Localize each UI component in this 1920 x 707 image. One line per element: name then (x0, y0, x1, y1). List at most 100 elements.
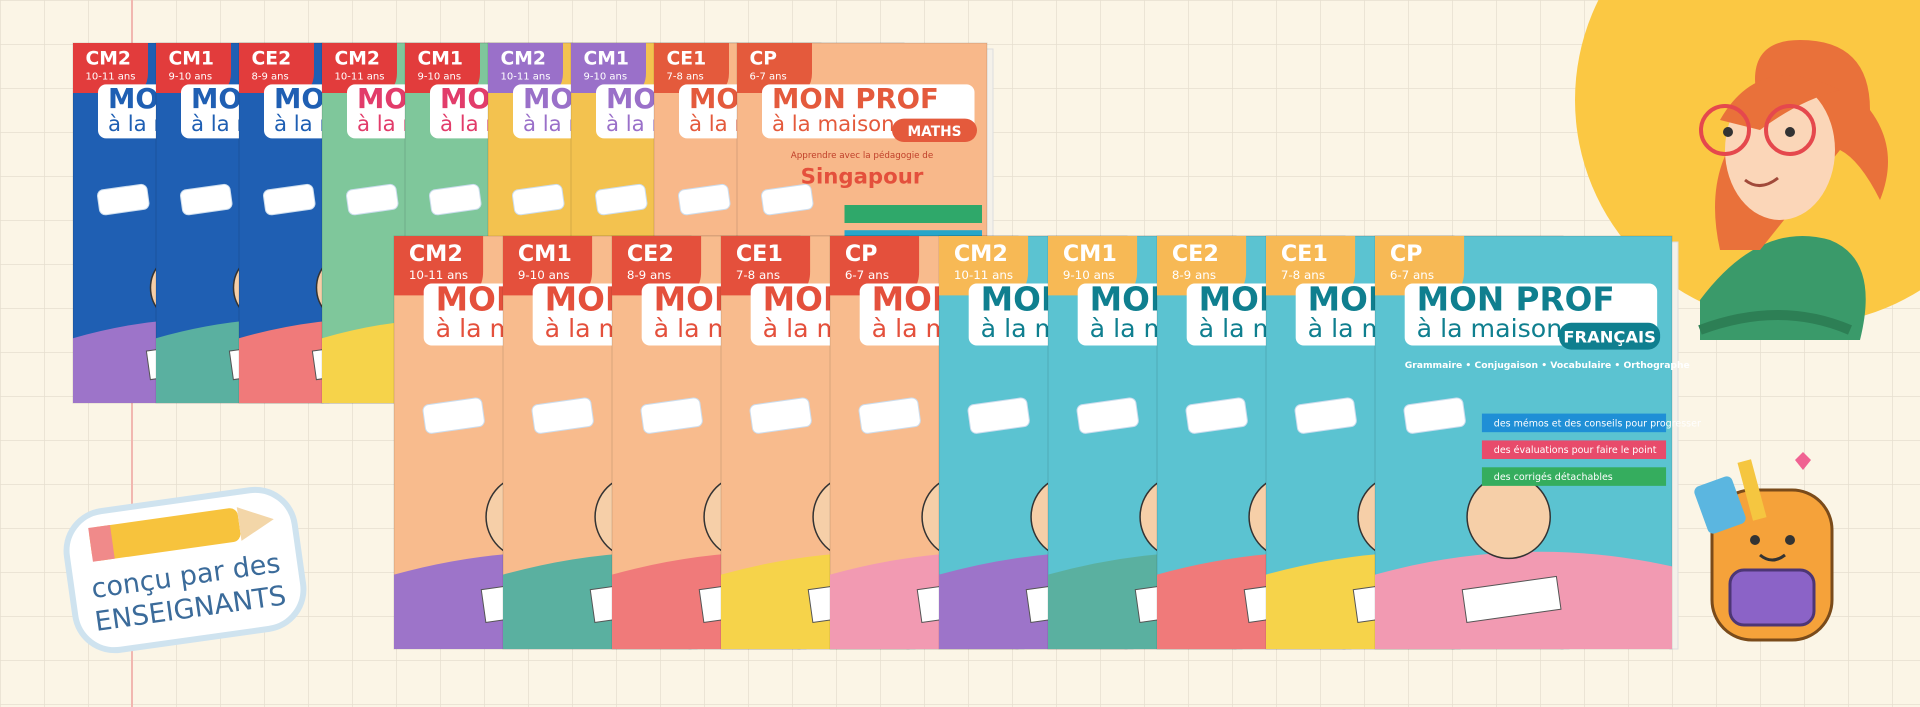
book-level: CM2 (501, 48, 546, 69)
book-sticker (180, 183, 233, 216)
book-tab (654, 43, 729, 93)
book-level: CE2 (1172, 241, 1219, 267)
book-tab (322, 43, 397, 93)
book-tab (721, 236, 811, 296)
book-ages: 6-7 ans (750, 71, 787, 82)
book-subtitle: à la maison (772, 112, 895, 137)
book-level: CP (750, 48, 778, 69)
book-tab (503, 236, 593, 296)
book-ages: 6-7 ans (845, 268, 889, 282)
book-feature: des corrigés détachables (1494, 472, 1613, 483)
book-topics: Grammaire • Conjugaison • Vocabulaire • … (1405, 360, 1690, 371)
feature-box (1481, 413, 1667, 433)
book-sticker (967, 397, 1030, 434)
book-ages: 9-10 ans (584, 71, 628, 82)
feature-box (1481, 440, 1667, 460)
book-level: CM1 (169, 48, 214, 69)
book-level: CM1 (418, 48, 463, 69)
book-ages: 10-11 ans (954, 268, 1013, 282)
book-tab (488, 43, 563, 93)
book-level: CE1 (1281, 241, 1328, 267)
book-tab (612, 236, 702, 296)
book-sticker (422, 397, 485, 434)
subject-tag (892, 118, 977, 142)
book-ages: 8-9 ans (252, 71, 289, 82)
book-ages: 10-11 ans (86, 71, 136, 82)
badge: conçu par des ENSEIGNANTS (63, 486, 307, 654)
book-sticker (1076, 397, 1139, 434)
book-tab (1157, 236, 1247, 296)
book-level: CE2 (252, 48, 292, 69)
book-sticker (263, 183, 316, 216)
book-sticker (749, 397, 812, 434)
book-level: CM2 (335, 48, 380, 69)
book-sticker (678, 183, 731, 216)
book-title: MON PROF (772, 83, 939, 115)
subject-tag (1559, 322, 1661, 350)
book-level: CM1 (518, 241, 572, 267)
book-level: CM2 (86, 48, 131, 69)
book-ages: 9-10 ans (518, 268, 570, 282)
book-level: CE1 (736, 241, 783, 267)
book-ages: 10-11 ans (409, 268, 468, 282)
book-level: CP (845, 241, 878, 267)
book-sticker (640, 397, 703, 434)
book-ages: 7-8 ans (1281, 268, 1325, 282)
book-level: CM1 (584, 48, 629, 69)
feature-box (1481, 467, 1667, 486)
book-tab (1048, 236, 1138, 296)
book-title: MON PROF (1417, 280, 1615, 318)
book-ages: 8-9 ans (627, 268, 671, 282)
book-sticker (595, 183, 648, 216)
book-sticker (512, 183, 565, 216)
book-tab (1375, 236, 1465, 296)
book-tab (239, 43, 314, 93)
book-tab (830, 236, 920, 296)
book-ages: 10-11 ans (501, 71, 551, 82)
book-notebook (1461, 575, 1562, 623)
book-ages: 9-10 ans (169, 71, 213, 82)
book-info-box (844, 205, 982, 223)
book-sticker (761, 183, 814, 216)
book-tab (571, 43, 646, 93)
book-ages: 7-8 ans (667, 71, 704, 82)
book-ages: 6-7 ans (1390, 268, 1434, 282)
book-subject: FRANÇAIS (1563, 328, 1655, 347)
book-sticker (429, 183, 482, 216)
book-level: CE1 (667, 48, 707, 69)
book-level: CM2 (954, 241, 1008, 267)
book-sticker (1403, 397, 1466, 434)
book-level: CM1 (1063, 241, 1117, 267)
book-tab (73, 43, 148, 93)
book-sticker (1294, 397, 1357, 434)
book-level: CE2 (627, 241, 674, 267)
book-tab (156, 43, 231, 93)
book-tab (394, 236, 484, 296)
book-sticker (97, 183, 150, 216)
book-tab (737, 43, 812, 93)
teacher (1698, 40, 1888, 340)
book-ages: 7-8 ans (736, 268, 780, 282)
book-subtitle: à la maison (1417, 314, 1563, 343)
book-kid (1466, 474, 1551, 560)
book-subject: MATHS (907, 124, 961, 140)
book-sticker (531, 397, 594, 434)
book-sticker (346, 183, 399, 216)
book-tab (1266, 236, 1356, 296)
book-ages: 8-9 ans (1172, 268, 1216, 282)
book-feature: des évaluations pour faire le point (1494, 445, 1657, 456)
book-sticker (858, 397, 921, 434)
book-tab (939, 236, 1029, 296)
book-method: Singapour (801, 164, 924, 189)
book-ages: 9-10 ans (418, 71, 462, 82)
book-sticker (1185, 397, 1248, 434)
book-level: CP (1390, 241, 1423, 267)
book-tagline: Apprendre avec la pédagogie de (791, 150, 934, 161)
book-level: CM2 (409, 241, 463, 267)
book-ages: 10-11 ans (335, 71, 385, 82)
